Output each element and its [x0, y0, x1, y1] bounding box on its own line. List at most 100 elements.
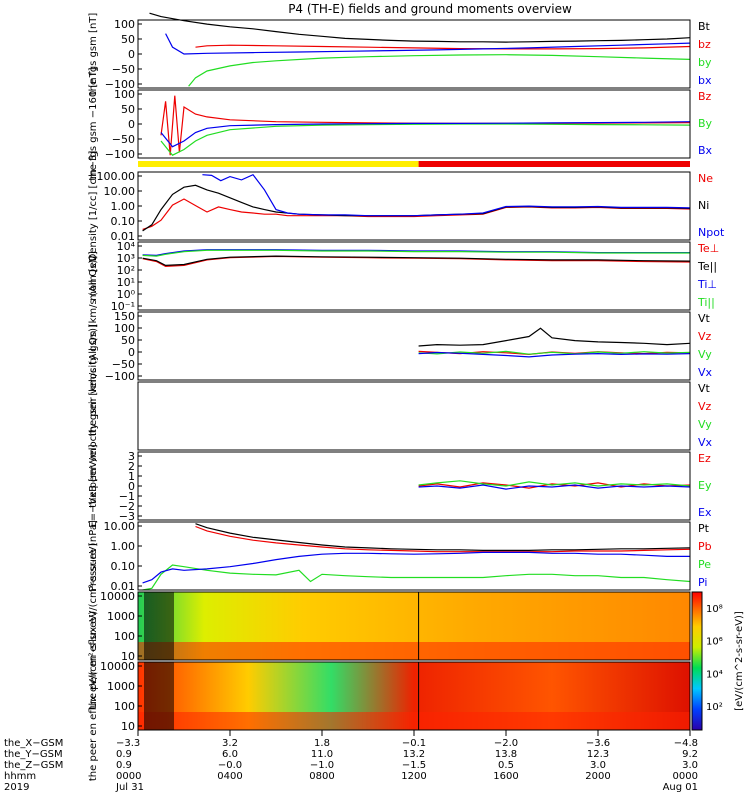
- y-tick-label: 0.01: [111, 230, 136, 243]
- y-tick-label: 100.00: [97, 170, 136, 183]
- series-line-Te||: [142, 255, 691, 267]
- panel-1: 100 50 0 −50 −100 the fgs gsm [nT] Bt bz by bx: [88, 13, 712, 96]
- ephemeris-value: 3.0: [590, 760, 606, 771]
- ephemeris-row-label: hhmm: [4, 771, 36, 782]
- y-tick-label: 2: [128, 460, 135, 473]
- ephemeris-value: −1.5: [402, 760, 426, 771]
- y-tick-label: −100: [105, 148, 135, 161]
- series-line-by: [188, 54, 691, 87]
- y-tick-label: 100: [114, 700, 135, 713]
- legend-label-Npot: Npot: [698, 226, 725, 239]
- panel-frame: [137, 451, 691, 521]
- ephemeris-value: 13.2: [403, 749, 425, 760]
- series-line-By: [160, 123, 691, 156]
- legend-label-Ne: Ne: [698, 172, 713, 185]
- y-tick-label: 10²: [117, 264, 135, 277]
- spectrogram-gap: [144, 592, 174, 660]
- y-tick-label: 1.00: [111, 200, 136, 213]
- series-line-Pb: [195, 525, 691, 553]
- legend-label-Vx: Vx: [698, 366, 713, 379]
- series-line-Pi: [142, 551, 690, 584]
- y-tick-label: 0.01: [111, 580, 136, 593]
- colorbar-tick-label: 10²: [706, 702, 723, 713]
- legend-label-bx: bx: [698, 74, 712, 87]
- panel-frame: [137, 381, 691, 451]
- y-tick-label: 0: [128, 48, 135, 61]
- y-axis-label: Density [1/cc] [cm−3]: [88, 151, 99, 262]
- colorbar-label: [eV/(cm^2-s-sr-eV)]: [734, 611, 745, 711]
- ephemeris-value: Jul 31: [115, 782, 144, 793]
- ephemeris-value: −3.6: [586, 738, 610, 749]
- panel-frame: [137, 19, 691, 89]
- y-tick-label: 50: [121, 33, 135, 46]
- legend-label-Pb: Pb: [698, 540, 712, 553]
- legend-label-Ti||: Ti||: [697, 296, 715, 309]
- ephemeris-row-label: the_Y−GSM: [4, 749, 63, 760]
- legend-label-Vx: Vx: [698, 436, 713, 449]
- series-line-Bx: [160, 121, 691, 148]
- legend-label-Bt: Bt: [698, 20, 711, 33]
- y-tick-label: 1000: [107, 680, 135, 693]
- y-tick-label: 1000: [107, 610, 135, 623]
- series-line-Vt: [418, 327, 691, 347]
- series-line-Bt: [149, 12, 691, 43]
- ephemeris-value: Aug 01: [663, 782, 698, 793]
- series-line-Pt: [195, 523, 691, 552]
- legend-label-Ey: Ey: [698, 479, 712, 492]
- series-line-Ey: [418, 480, 691, 487]
- y-axis-label: mom [eV]: [88, 251, 99, 301]
- y-tick-label: 10: [121, 650, 135, 663]
- legend-label-Vy: Vy: [698, 418, 712, 431]
- colorbar: [691, 591, 703, 731]
- y-tick-label: −50: [112, 358, 135, 371]
- y-tick-label: 0.10: [111, 215, 136, 228]
- ephemeris-row-label: 2019: [4, 782, 29, 793]
- ephemeris-value: 3.2: [222, 738, 238, 749]
- series-line-Vx: [418, 351, 691, 358]
- ephemeris-value: −1.0: [310, 760, 334, 771]
- legend-label-Bx: Bx: [698, 144, 713, 157]
- series-line-bz: [195, 44, 691, 50]
- y-tick-label: 0: [128, 118, 135, 131]
- panel-9: 10000 1000 100 10 the peir en eflux eV/(cm²-…: [88, 542, 691, 709]
- y-tick-label: −3: [119, 510, 135, 523]
- ephemeris-row-label: the_X−GSM: [4, 738, 63, 749]
- legend-label-By: By: [698, 117, 713, 130]
- ephemeris-row-label: the_Z−GSM: [4, 760, 63, 771]
- series-line-Ex: [418, 484, 691, 490]
- y-tick-label: 0: [128, 480, 135, 493]
- y-axis-label: E=−VxB [mV/m]: [88, 444, 99, 527]
- ephemeris-value: 12.3: [587, 749, 609, 760]
- y-tick-label: 100: [114, 18, 135, 31]
- y-tick-label: 10⁴: [117, 240, 136, 253]
- spectrogram-low-energy-band: [138, 712, 690, 730]
- y-tick-label: 10³: [117, 252, 135, 265]
- panel-frame: [137, 171, 691, 241]
- panel-6: the peer velocity gsm [km/s (All Qs)] Vt V…: [88, 324, 713, 508]
- y-tick-label: 10000: [100, 660, 135, 673]
- legend-label-Te⊥: Te⊥: [697, 242, 719, 255]
- y-tick-label: −50: [112, 63, 135, 76]
- y-tick-label: −100: [105, 370, 135, 383]
- ephemeris-value: 0.9: [116, 760, 132, 771]
- y-tick-label: 10⁰: [117, 288, 136, 301]
- legend-label-Pe: Pe: [698, 558, 711, 571]
- y-tick-label: 100: [114, 88, 135, 101]
- series-line-Ti||: [142, 249, 690, 257]
- ephemeris-value: 11.0: [311, 749, 333, 760]
- ephemeris-value: 9.2: [682, 749, 698, 760]
- panel-frame: [137, 241, 691, 311]
- legend-label-Ti⊥: Ti⊥: [697, 278, 717, 291]
- ephemeris-value: 2000: [585, 771, 610, 782]
- y-tick-label: 50: [121, 103, 135, 116]
- legend-label-Te||: Te||: [697, 260, 717, 273]
- colorbar-tick-label: 10⁶: [706, 637, 723, 648]
- legend-label-bz: bz: [698, 38, 711, 51]
- y-tick-label: 50: [121, 334, 135, 347]
- panel-2: 100 50 0 −50 −100 the fgs gsm −160 [nT] Bz By Bx: [88, 67, 713, 180]
- legend-label-Ex: Ex: [698, 506, 712, 519]
- ephemeris-value: 0400: [217, 771, 242, 782]
- legend-label-Vy: Vy: [698, 348, 712, 361]
